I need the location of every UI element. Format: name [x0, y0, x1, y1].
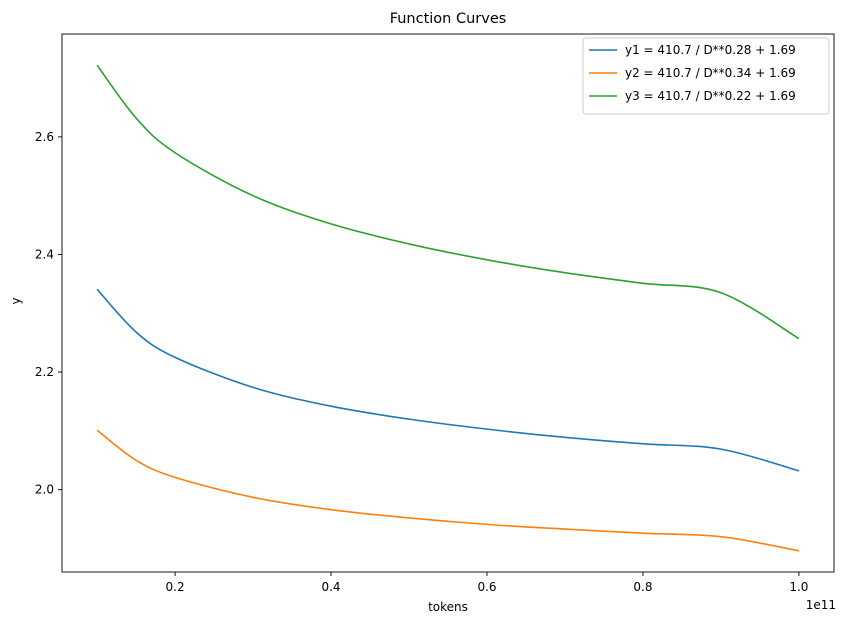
series-line-2 — [96, 429, 800, 552]
plot-frame — [61, 33, 835, 573]
x-tick-label: 0.8 — [633, 580, 652, 594]
axis-ticks: 0.2 0.4 0.6 0.8 1.0 2.0 2.2 2.4 2.6 — [35, 130, 809, 594]
x-tick-label: 0.2 — [166, 580, 185, 594]
legend-label-2: y2 = 410.7 / D**0.34 + 1.69 — [625, 66, 796, 80]
y-tick-label: 2.0 — [35, 483, 54, 497]
chart-title: Function Curves — [390, 11, 507, 27]
y-axis-label: y — [9, 297, 23, 304]
y-tick-label: 2.6 — [35, 130, 54, 144]
y-tick-label: 2.4 — [35, 247, 54, 261]
x-tick-label: 1.0 — [789, 580, 808, 594]
series-line-1 — [96, 288, 800, 472]
x-tick-label: 0.4 — [321, 580, 340, 594]
x-tick-label: 0.6 — [477, 580, 496, 594]
y-tick-label: 2.2 — [35, 365, 54, 379]
legend: y1 = 410.7 / D**0.28 + 1.69 y2 = 410.7 / … — [582, 37, 830, 115]
x-axis-offset-label: 1e11 — [806, 598, 836, 612]
series-line-3 — [96, 64, 800, 340]
legend-box — [582, 37, 830, 115]
x-axis-label: tokens — [428, 600, 468, 614]
legend-label-3: y3 = 410.7 / D**0.22 + 1.69 — [625, 89, 796, 103]
plot-area — [61, 33, 835, 573]
legend-label-1: y1 = 410.7 / D**0.28 + 1.69 — [625, 43, 796, 57]
